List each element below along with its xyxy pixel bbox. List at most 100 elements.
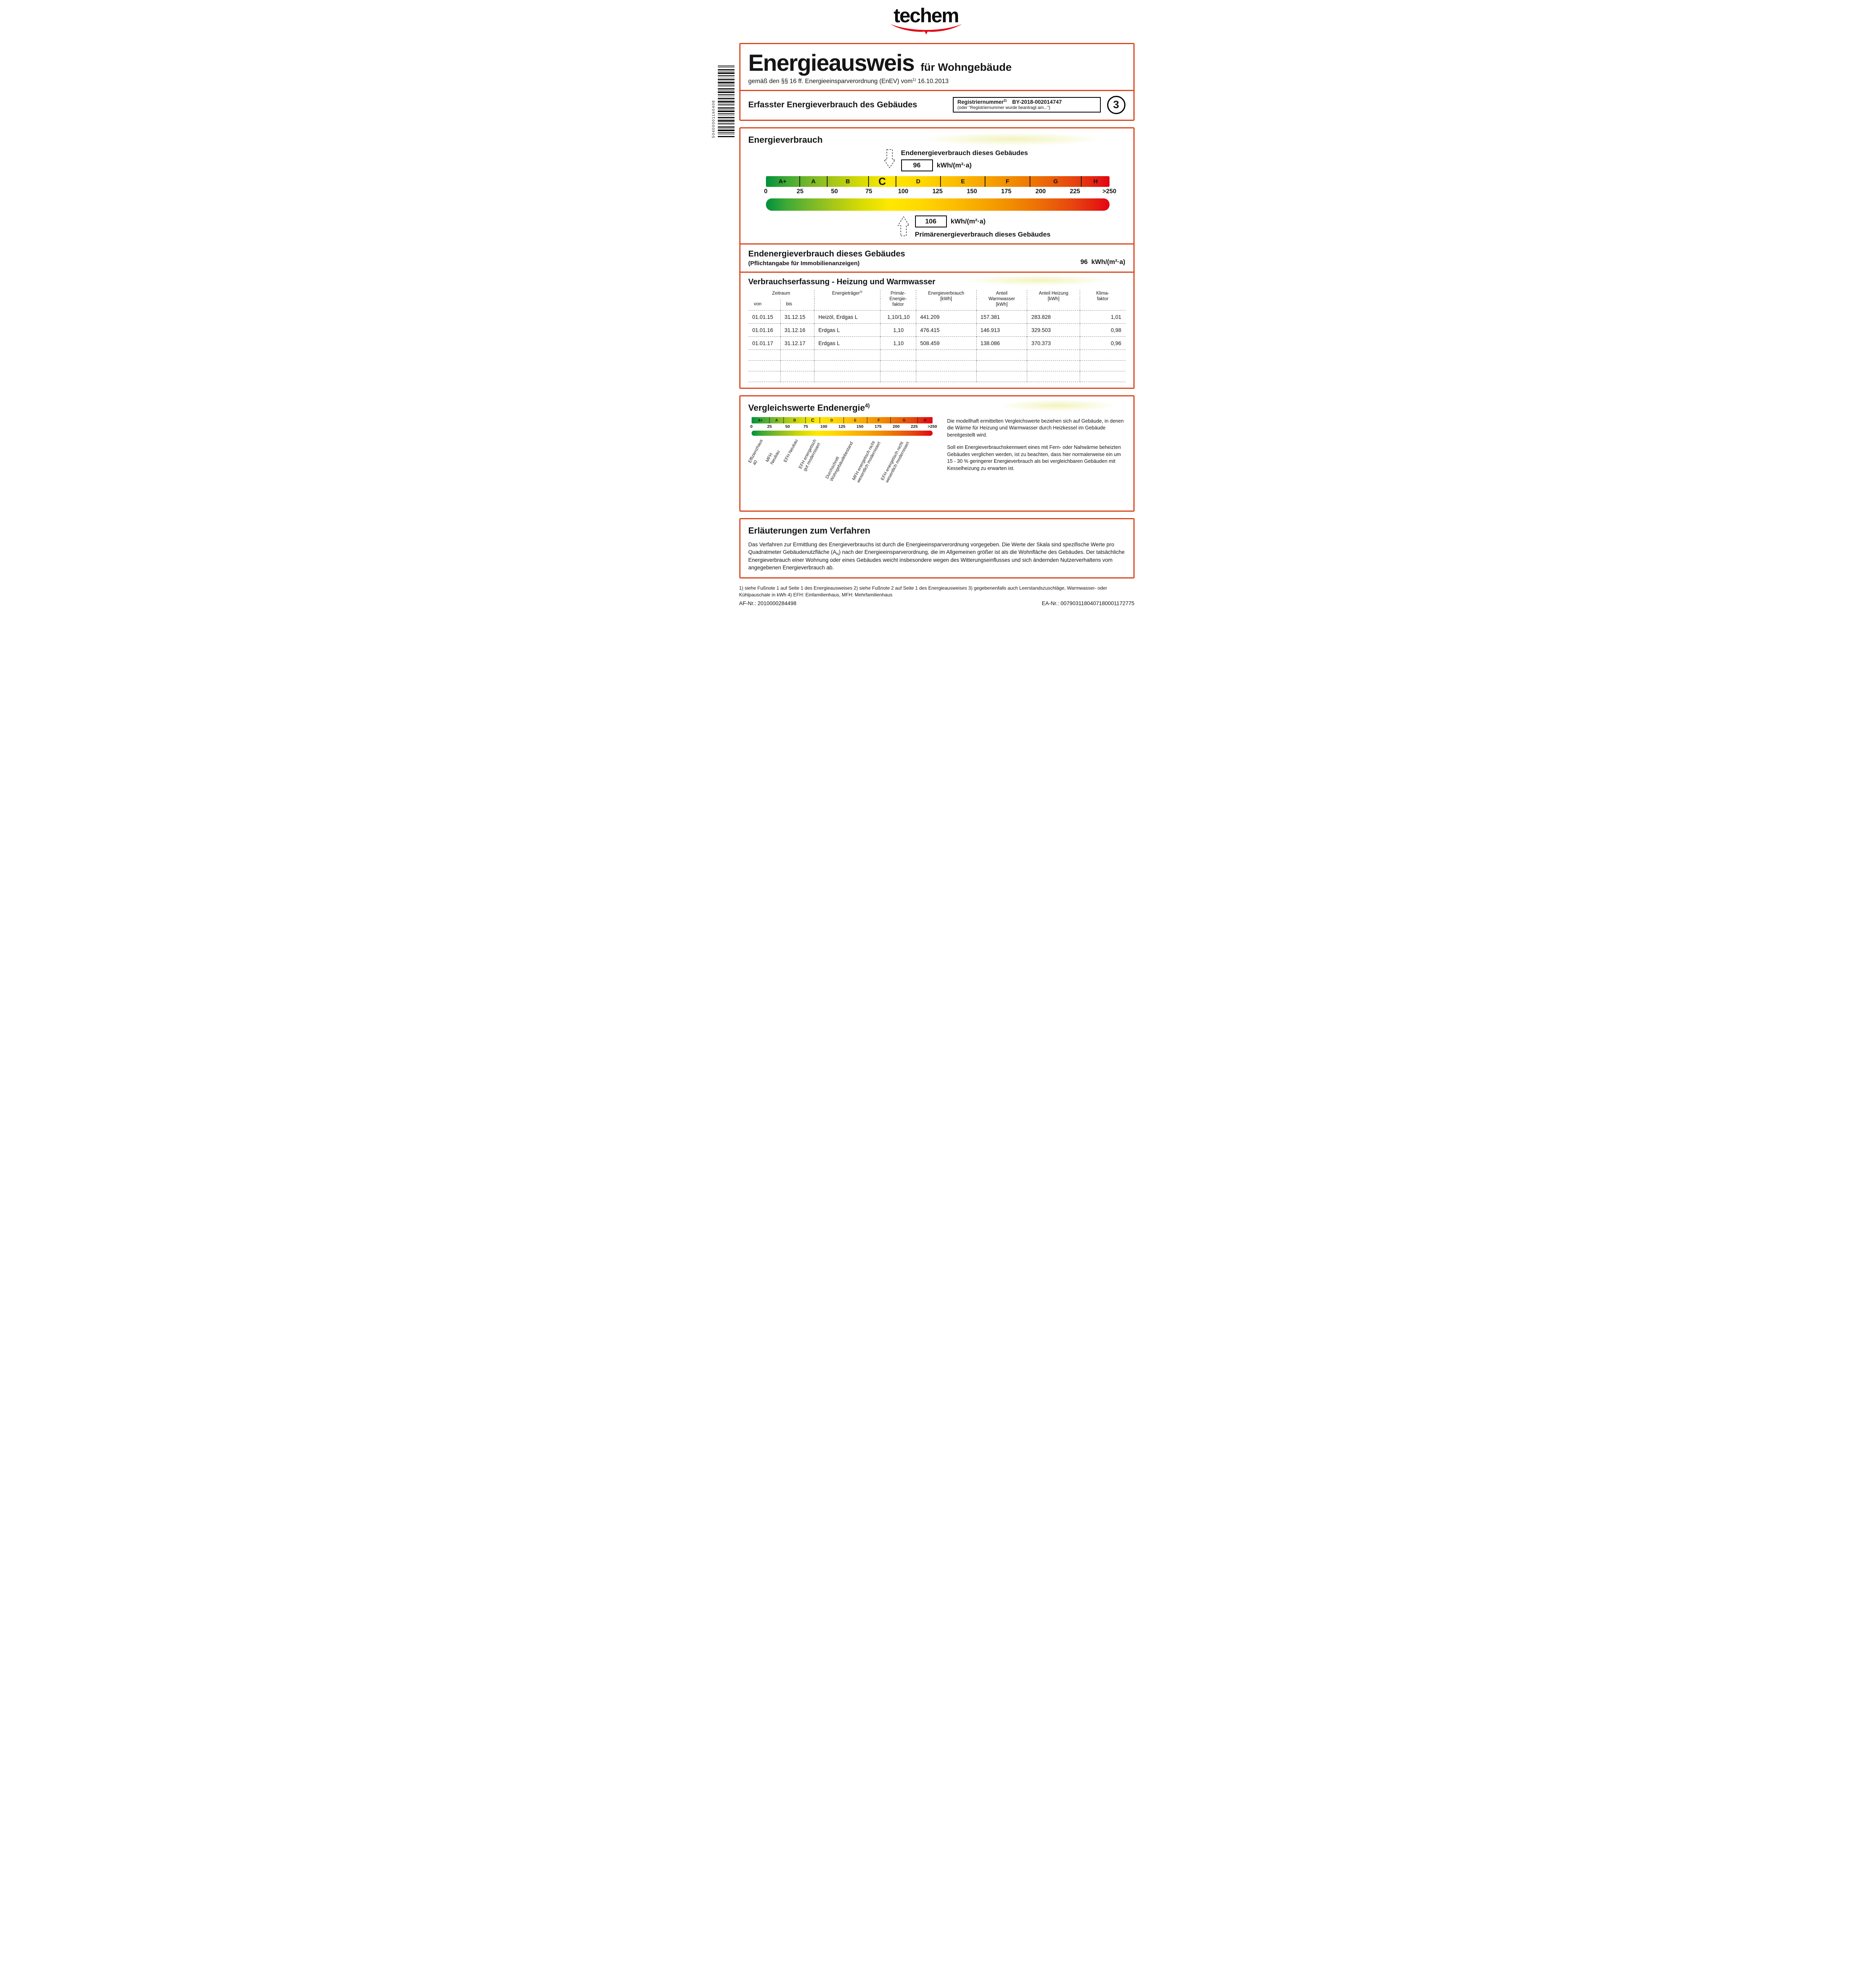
pflichtangabe-title: Endenergieverbrauch dieses Gebäudes <box>748 249 906 258</box>
erlaeuterungen-box: Erläuterungen zum Verfahren Das Verfahre… <box>739 518 1135 579</box>
table-header-row: Zeitraum Energieträger3) Primär- Energie… <box>748 289 1125 311</box>
col-header-primaerfaktor: Primär- Energie- faktor <box>880 289 916 311</box>
endenergie-unit: kWh/(m²·a) <box>937 161 972 169</box>
table-cell: Erdgas L <box>814 323 880 337</box>
table-cell: 0,96 <box>1080 336 1125 350</box>
comparison-scale-ticks: 0 25 50 75 100 125 150 175 200 225 >250 <box>750 424 937 430</box>
col-header-anteil-heizung: Anteil Heizung [kWh] <box>1027 289 1080 311</box>
document-page: techem 50400001160408 Energieausweis für… <box>707 0 1145 614</box>
pflichtangabe-value: 96 kWh/(m²·a) <box>1080 258 1125 266</box>
table-cell: 441.209 <box>916 310 977 324</box>
scale-tick: 50 <box>785 424 790 429</box>
table-cell: 508.459 <box>916 336 977 350</box>
endenergie-value: 96 <box>901 159 933 171</box>
scale-letter: H <box>1093 178 1098 185</box>
scale-tick: >250 <box>1102 188 1116 195</box>
benchmark-label: EFH energetisch gut modernisiert <box>798 438 821 472</box>
scale-letter: E <box>844 417 867 423</box>
scale-tick: 25 <box>797 188 804 195</box>
subtitle-date: 16.10.2013 <box>916 78 949 85</box>
table-row: 01.01.15 31.12.15 Heizöl, Erdgas L 1,10/… <box>748 310 1125 324</box>
arrow-up-icon <box>897 216 909 236</box>
barcode-bars-icon <box>717 66 735 138</box>
benchmark-label: Durchschnitt Wohngebäudebestand <box>824 441 854 482</box>
energy-scale-letters: A+ A B C D E F G H <box>766 175 1110 187</box>
col-header-energietraeger: Energieträger3) <box>814 289 880 311</box>
scale-letter: A+ <box>752 417 770 423</box>
col-header-von: von <box>748 299 781 311</box>
comparison-paragraph: Soll ein Energieverbrauchskennwert eines… <box>947 445 1121 471</box>
scale-letter: F <box>867 417 891 423</box>
divider <box>740 243 1133 245</box>
scale-tick: 125 <box>838 424 845 429</box>
table-row-empty <box>748 360 1125 371</box>
vergleichswerte-heading: Vergleichswerte Endenergie4) <box>748 402 870 413</box>
energieverbrauch-box: Energieverbrauch Endenergieverbrauch die… <box>739 127 1135 389</box>
scale-tick: 150 <box>856 424 864 429</box>
table-row-empty <box>748 349 1125 361</box>
table-cell <box>780 371 814 382</box>
ea-number: EA-Nr.: 0079031180407180001172775 <box>1042 600 1135 607</box>
table-cell: 370.373 <box>1027 336 1080 350</box>
table-cell: 31.12.17 <box>780 336 814 350</box>
consumption-table: Zeitraum Energieträger3) Primär- Energie… <box>748 289 1125 382</box>
scale-letter: B <box>828 176 869 187</box>
pflichtangabe-subtitle: (Pflichtangabe für Immobilienanzeigen) <box>748 260 860 267</box>
table-subheader-row: von bis <box>748 299 1125 311</box>
table-cell <box>916 371 977 382</box>
scale-tick: 100 <box>898 188 909 195</box>
scale-tick: >250 <box>927 424 937 429</box>
page-title: Energieausweis für Wohngebäude <box>748 50 1125 76</box>
benchmark-label: Effizienzhaus 40 <box>747 438 764 466</box>
table-cell <box>780 360 814 371</box>
scale-letter: D <box>896 176 941 187</box>
table-cell <box>976 371 1028 382</box>
benchmark-label: MFH Neubau <box>764 449 781 465</box>
table-cell <box>780 349 814 361</box>
endenergie-value-group: Endenergieverbrauch dieses Gebäudes 96 k… <box>883 149 1028 171</box>
scale-letter: A <box>770 417 784 423</box>
primaerenergie-value-group: 106 kWh/(m²·a) Primärenergieverbrauch di… <box>897 215 1051 239</box>
scale-letter: E <box>941 176 986 187</box>
table-cell <box>1080 360 1125 371</box>
benchmark-label: MFH energetisch nicht wesentlich moderni… <box>851 440 882 483</box>
scale-tick: 25 <box>767 424 772 429</box>
energy-scale-bar <box>766 198 1110 211</box>
divider <box>740 271 1133 273</box>
header-box: Energieausweis für Wohngebäude gemäß den… <box>739 43 1135 121</box>
table-cell <box>880 349 916 361</box>
divider <box>740 89 1133 91</box>
energietraeger-footnote-marker: 3) <box>860 290 863 293</box>
table-cell <box>748 371 781 382</box>
energy-scale: A+ A B C D E F G H 0 25 50 75 100 125 <box>764 175 1116 211</box>
subtitle-text: gemäß den §§ 16 ff. Energieeinsparverord… <box>748 78 913 85</box>
energieverbrauch-heading: Energieverbrauch <box>748 134 823 145</box>
scale-tick: 175 <box>1001 188 1012 195</box>
table-cell <box>814 349 880 361</box>
table-cell: 01.01.17 <box>748 336 781 350</box>
col-header-zeitraum: Zeitraum <box>748 289 814 299</box>
scale-letter: A+ <box>766 176 800 187</box>
scale-letter: F <box>985 176 1030 187</box>
table-cell <box>880 371 916 382</box>
primaerenergie-unit: kWh/(m²·a) <box>950 217 986 225</box>
table-cell <box>880 360 916 371</box>
scale-letter: G <box>891 417 918 423</box>
scale-letter: H <box>923 418 927 422</box>
page-number-badge: 3 <box>1107 95 1125 114</box>
table-row: 01.01.17 31.12.17 Erdgas L 1,10 508.459 … <box>748 336 1125 350</box>
registry-value: BY-2018-002014747 <box>1012 99 1062 105</box>
registry-note: (oder "Registriernummer wurde beantragt … <box>957 105 1050 110</box>
title-suffix: für Wohngebäude <box>920 61 1012 73</box>
erlaeuterungen-text: Das Verfahren zur Ermittlung des Energie… <box>748 541 1125 571</box>
scale-letter: B <box>784 417 806 423</box>
table-cell <box>976 360 1028 371</box>
table-cell: 01.01.15 <box>748 310 781 324</box>
table-cell: 31.12.15 <box>780 310 814 324</box>
col-header-bis: bis <box>780 299 814 311</box>
scale-letter: D <box>820 417 844 423</box>
table-cell: Erdgas L <box>814 336 880 350</box>
comparison-scale: A+ A B C D E F G H 0 25 <box>747 417 937 505</box>
subtitle-footnote-marker: 1) <box>912 77 916 82</box>
comparison-scale-bar <box>751 430 933 436</box>
